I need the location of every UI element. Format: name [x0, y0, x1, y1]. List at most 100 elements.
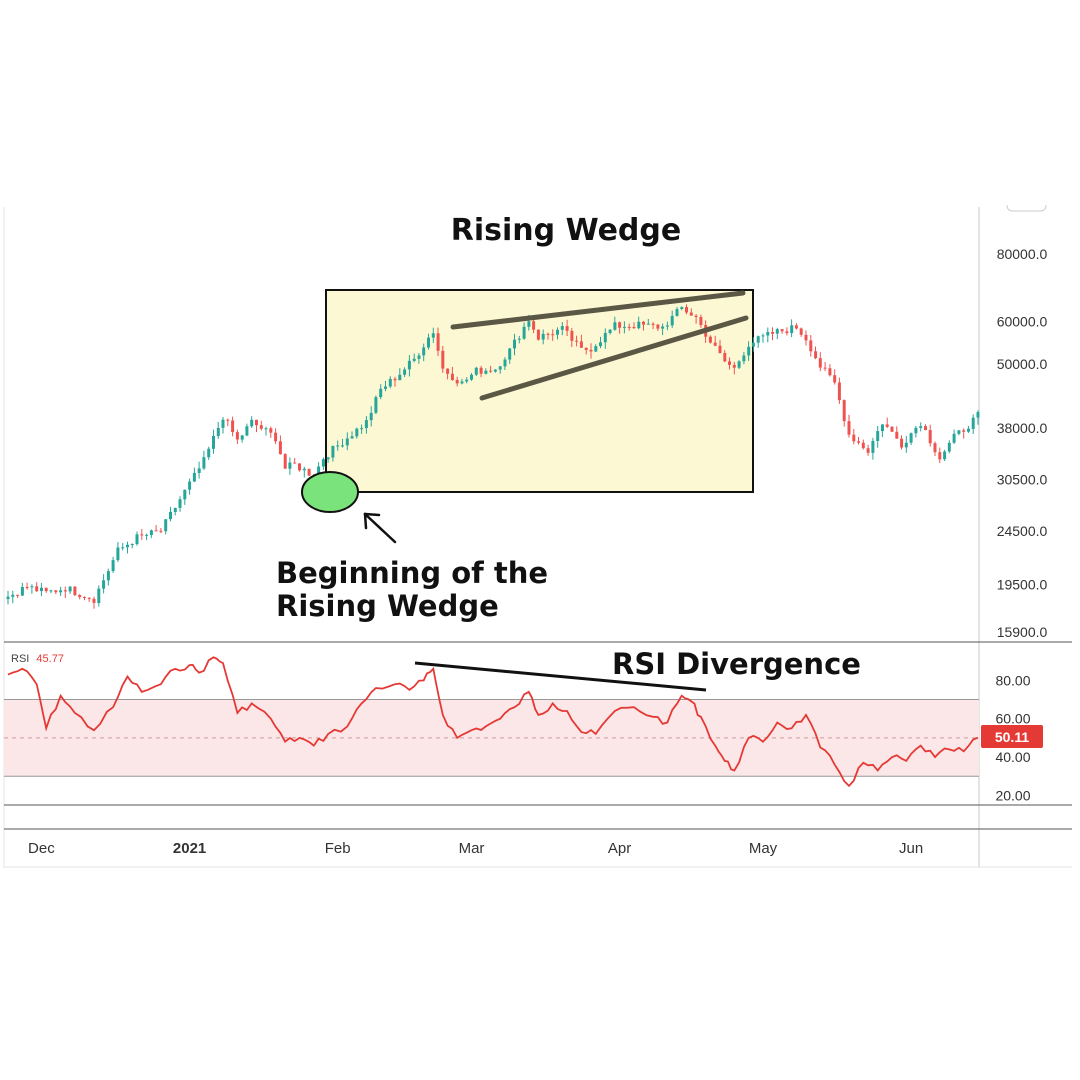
candle-body: [40, 587, 43, 592]
candle-body: [742, 355, 746, 362]
price-tick-label: 24500.0: [997, 523, 1048, 539]
candle-body: [393, 378, 397, 381]
candle: [685, 304, 688, 315]
candle-body: [665, 325, 669, 327]
candle-body: [642, 321, 645, 325]
candle-body: [685, 307, 688, 313]
candle: [30, 584, 34, 594]
candle-body: [202, 457, 206, 469]
candle-body: [470, 374, 473, 380]
candle-body: [656, 324, 660, 329]
candle: [73, 586, 77, 597]
candle-body: [479, 367, 483, 374]
candle-body: [20, 587, 24, 596]
candle-body: [584, 347, 588, 350]
arrow-icon: [363, 512, 397, 544]
candle: [293, 458, 297, 464]
candle: [164, 519, 168, 535]
candle-body: [713, 342, 717, 346]
candle-body: [622, 326, 626, 328]
candle-body: [751, 342, 755, 347]
candle-body: [350, 436, 354, 439]
rsi-tick-label: 60.00: [995, 711, 1030, 727]
candle-body: [575, 340, 579, 342]
candle-body: [976, 412, 980, 418]
candle-body: [49, 590, 53, 592]
candle-body: [331, 445, 335, 458]
candle: [364, 416, 368, 434]
candle: [513, 333, 516, 356]
candle-body: [16, 594, 20, 596]
candle-body: [484, 370, 488, 374]
candle: [465, 377, 469, 384]
candle-body: [307, 468, 311, 476]
candle: [274, 428, 278, 445]
candle: [551, 329, 555, 341]
candle-body: [288, 462, 292, 469]
candle: [723, 350, 727, 363]
candle-body: [957, 430, 961, 434]
candle-body: [861, 442, 865, 449]
candle-body: [881, 424, 884, 432]
candle: [665, 321, 669, 331]
candle-body: [149, 530, 153, 535]
candle: [130, 543, 134, 549]
candle-body: [135, 534, 139, 545]
candle-body: [197, 468, 201, 473]
candle-body: [766, 332, 770, 336]
candle: [904, 436, 908, 453]
candle-body: [517, 338, 521, 340]
candle-body: [814, 351, 818, 359]
candle-body: [627, 326, 631, 328]
candle: [837, 377, 841, 404]
candle-body: [680, 307, 684, 309]
candle-body: [732, 364, 736, 368]
candle-body: [164, 519, 168, 532]
candle: [489, 365, 493, 373]
candle-body: [599, 342, 602, 347]
candle-body: [221, 419, 225, 428]
candle: [833, 369, 837, 385]
candle-body: [967, 428, 970, 432]
candle-body: [536, 329, 540, 340]
candle: [97, 585, 101, 607]
candle-body: [298, 463, 301, 471]
candle-body: [952, 433, 956, 443]
candle: [909, 432, 913, 445]
candle: [422, 343, 426, 362]
candle: [379, 384, 383, 400]
candle-body: [818, 358, 822, 368]
candle-body: [30, 586, 34, 588]
time-axis-ticks: Dec 2021 Feb Mar Apr May Jun: [28, 840, 923, 857]
candle-body: [412, 358, 416, 361]
candle: [584, 347, 588, 355]
candle: [809, 335, 813, 357]
candle: [794, 323, 798, 330]
candle-body: [608, 329, 612, 333]
candle: [928, 424, 932, 447]
candle: [188, 478, 192, 495]
candle: [298, 463, 301, 472]
candle: [288, 457, 292, 475]
candle: [947, 440, 951, 454]
candle-body: [326, 457, 330, 460]
wedge-start-highlight: [301, 471, 359, 513]
candle-body: [384, 386, 387, 389]
candle-body: [513, 339, 516, 349]
candle-body: [723, 353, 727, 362]
candle: [83, 596, 86, 601]
candle: [302, 466, 306, 478]
candle-body: [637, 321, 641, 329]
candle: [360, 424, 364, 434]
candle-body: [226, 419, 230, 421]
candle-body: [799, 328, 803, 335]
candle: [651, 322, 655, 330]
candle-body: [947, 442, 951, 452]
candle-body: [460, 381, 464, 384]
candle: [35, 582, 39, 593]
rsi-tick-label: 40.00: [995, 749, 1030, 765]
candle-body: [341, 445, 344, 447]
candle-body: [255, 419, 258, 426]
candle: [732, 361, 736, 375]
